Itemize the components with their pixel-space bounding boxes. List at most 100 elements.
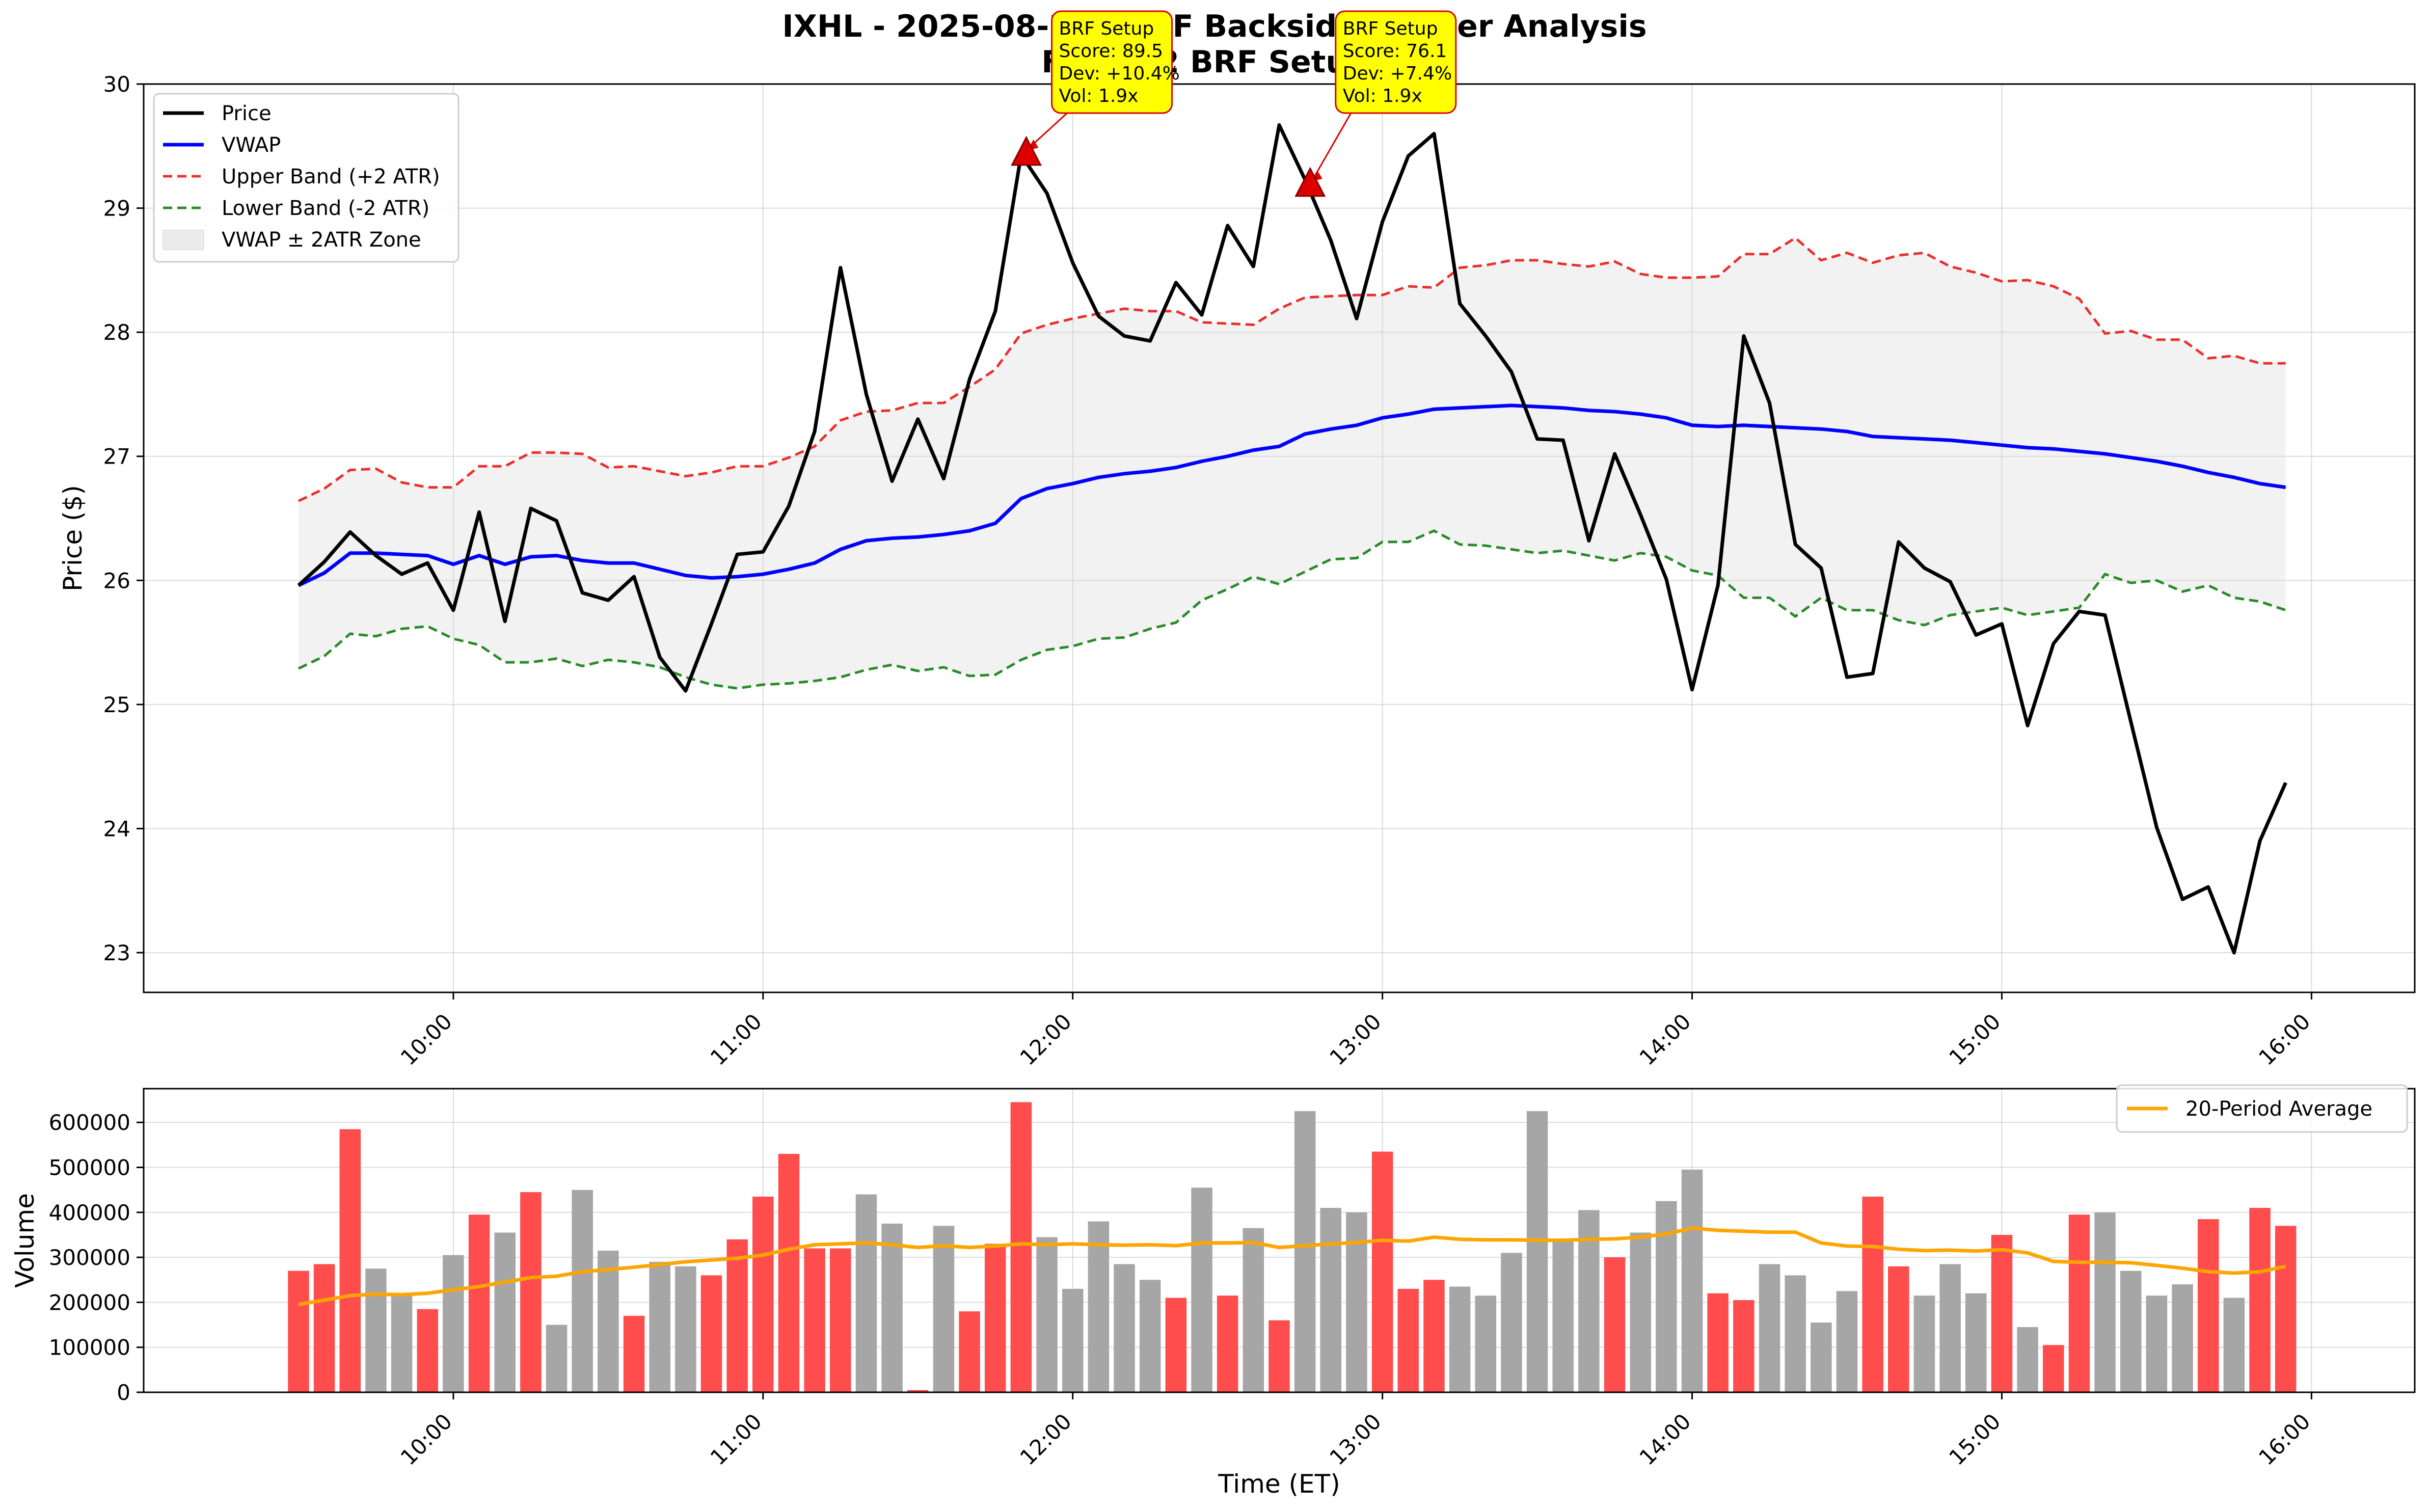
price-y-tick-label: 23 — [103, 940, 130, 965]
vwap-line — [298, 403, 2286, 587]
volume-bar — [1733, 1300, 1755, 1392]
volume-bar — [2043, 1345, 2064, 1392]
volume-bar — [339, 1129, 361, 1392]
volume-bar — [1811, 1322, 1832, 1392]
chart-title: IXHL - 2025-08-26 - BRF Backside Runner … — [782, 9, 1647, 44]
price-legend: Price VWAP Upper Band (+2 ATR) Lower Ban… — [153, 93, 460, 263]
volume-bar — [959, 1311, 980, 1392]
volume-bar — [649, 1261, 670, 1392]
volume-bar — [1836, 1291, 1858, 1392]
annotation-arrow — [1029, 112, 1068, 148]
volume-bar — [1604, 1257, 1626, 1392]
volume-bar — [1965, 1293, 1987, 1392]
volume-bar — [546, 1325, 568, 1392]
price-y-tick-label: 24 — [103, 816, 130, 841]
volume-bar — [1397, 1288, 1419, 1392]
volume-bar — [726, 1239, 748, 1392]
vwap-atr-zone — [299, 238, 2286, 689]
volume-bar — [1346, 1212, 1367, 1392]
volume-bar — [288, 1271, 309, 1392]
volume-bar — [1294, 1111, 1316, 1392]
volume-bar — [1759, 1264, 1780, 1392]
annotation-line: Vol: 1.9x — [1059, 86, 1139, 106]
volume-bar — [2172, 1284, 2193, 1392]
legend-swatch-zone — [163, 230, 204, 250]
price-axes-frame — [143, 83, 2416, 993]
volume-bar — [1707, 1293, 1729, 1392]
volume-bar — [443, 1255, 464, 1392]
volume-bar — [494, 1232, 516, 1392]
volume-bar — [1320, 1208, 1341, 1392]
annotation-line: Score: 89.5 — [1059, 41, 1164, 62]
legend-label-vwap: VWAP — [222, 133, 281, 157]
volume-bar — [1062, 1288, 1084, 1392]
volume-y-tick-label: 100000 — [49, 1335, 130, 1360]
brf-setup-marker — [1011, 136, 1042, 166]
volume-average-line — [298, 1226, 2286, 1307]
volume-bar — [468, 1214, 490, 1392]
price-y-tick-label: 29 — [103, 196, 130, 221]
annotation-line: Score: 76.1 — [1343, 41, 1447, 62]
volume-y-tick-label: 600000 — [49, 1110, 130, 1135]
volume-bar — [804, 1248, 825, 1392]
volume-panel: 010000020000030000040000050000060000010:… — [10, 1084, 2416, 1499]
price-y-axis-label: Price ($) — [58, 485, 88, 591]
volume-bar — [1681, 1169, 1703, 1392]
volume-bar — [1114, 1264, 1135, 1392]
volume-bar — [1862, 1196, 1883, 1392]
legend-label-zone: VWAP ± 2ATR Zone — [222, 228, 421, 252]
volume-bar — [933, 1226, 955, 1392]
volume-bar — [855, 1194, 877, 1392]
volume-bar — [1036, 1237, 1058, 1392]
volume-bar — [417, 1309, 438, 1392]
annotation-line: BRF Setup — [1059, 18, 1154, 39]
volume-bar — [1139, 1280, 1161, 1392]
annotation-line: Dev: +7.4% — [1343, 63, 1452, 84]
volume-bar — [2017, 1327, 2038, 1392]
annotation-box — [1335, 10, 1457, 114]
annotation-arrow — [1312, 113, 1352, 179]
volume-y-tick-label: 500000 — [49, 1155, 130, 1180]
volume-y-tick-label: 300000 — [49, 1245, 130, 1270]
price-y-tick-label: 28 — [103, 320, 130, 345]
volume-bar — [520, 1192, 542, 1392]
volume-bar — [2223, 1298, 2245, 1392]
volume-bar — [1888, 1266, 1909, 1392]
upper-band-line — [298, 236, 2286, 502]
lower-band-line — [298, 529, 2286, 690]
volume-bar — [1423, 1280, 1445, 1392]
x-axis-label: Time (ET) — [1218, 1469, 1340, 1499]
volume-y-axis-label: Volume — [10, 1193, 40, 1288]
volume-bar — [1191, 1187, 1212, 1392]
annotation-box — [1051, 10, 1173, 114]
volume-bar — [1371, 1151, 1393, 1392]
volume-bar — [2094, 1212, 2116, 1392]
volume-bar — [623, 1315, 645, 1392]
volume-bar — [1913, 1295, 1935, 1392]
volume-bar — [778, 1154, 800, 1392]
annotation-line: Dev: +10.4% — [1059, 63, 1180, 84]
volume-bar — [572, 1190, 593, 1392]
volume-bar — [1269, 1320, 1290, 1392]
volume-bar — [752, 1196, 774, 1392]
volume-y-tick-label: 200000 — [49, 1290, 130, 1315]
annotation-line: Vol: 1.9x — [1343, 86, 1422, 106]
legend-box — [153, 93, 460, 263]
volume-bar — [1501, 1253, 1522, 1392]
volume-bar — [907, 1390, 929, 1392]
volume-bar — [1243, 1228, 1264, 1392]
volume-bar — [2146, 1295, 2168, 1392]
price-y-tick-label: 26 — [103, 568, 130, 593]
volume-bar — [365, 1268, 387, 1392]
volume-bar — [1552, 1241, 1574, 1392]
volume-bar — [313, 1264, 335, 1392]
volume-bar — [1165, 1298, 1187, 1392]
volume-bar — [391, 1295, 413, 1392]
volume-bar — [830, 1248, 851, 1392]
brf-setup-marker — [1294, 167, 1326, 197]
volume-bar — [2068, 1214, 2090, 1392]
